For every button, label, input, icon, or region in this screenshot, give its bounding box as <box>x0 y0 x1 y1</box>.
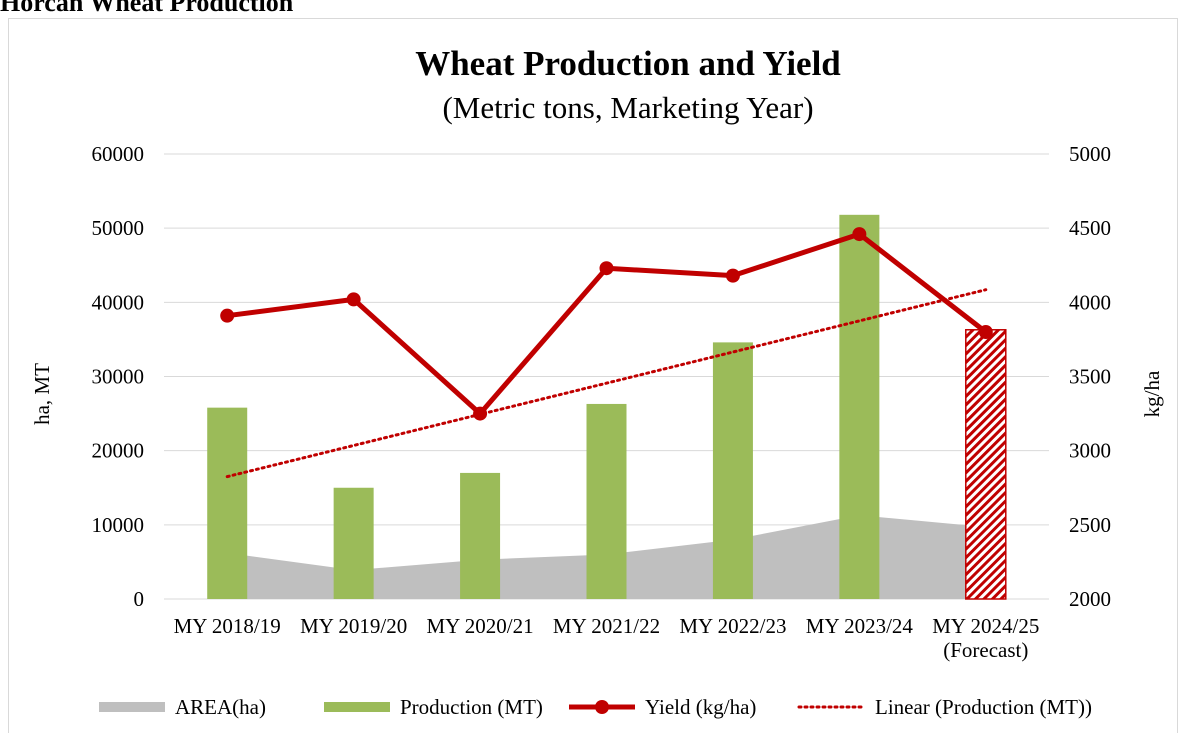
x-tick-label: (Forecast) <box>943 638 1028 662</box>
y2-tick-label: 5000 <box>1069 142 1111 166</box>
trendline-series <box>225 288 988 479</box>
legend-label: AREA(ha) <box>175 695 266 719</box>
legend-item: AREA(ha) <box>99 695 266 719</box>
yield-marker <box>473 406 488 421</box>
chart-frame: Wheat Production and Yield (Metric tons,… <box>8 18 1178 733</box>
y-tick-label: 0 <box>134 587 145 611</box>
yield-marker <box>346 292 361 307</box>
legend-item: Linear (Production (MT)) <box>797 695 1092 719</box>
chart-title: Wheat Production and Yield <box>415 44 841 83</box>
legend-label: Yield (kg/ha) <box>645 695 756 719</box>
y-tick-label: 30000 <box>92 365 145 389</box>
production-bar <box>839 214 880 600</box>
x-tick-label: MY 2022/23 <box>679 614 786 638</box>
legend-item: Yield (kg/ha) <box>569 695 756 719</box>
bar-series <box>207 214 1007 600</box>
yield-marker <box>220 308 235 323</box>
y2-tick-label: 2500 <box>1069 513 1111 537</box>
x-tick-label: MY 2021/22 <box>553 614 660 638</box>
production-bar <box>460 472 501 599</box>
x-axis-labels: MY 2018/19 MY 2019/20 MY 2020/21 MY 2021/22… <box>174 614 1040 662</box>
chart-subtitle: (Metric tons, Marketing Year) <box>442 90 813 125</box>
production-bar <box>333 487 374 599</box>
yield-marker <box>725 268 740 283</box>
legend-swatch-marker <box>595 700 609 714</box>
y-tick-label: 50000 <box>92 216 145 240</box>
y2-tick-label: 3000 <box>1069 439 1111 463</box>
y2-tick-label: 2000 <box>1069 587 1111 611</box>
trendline <box>225 288 988 479</box>
x-tick-label: MY 2023/24 <box>806 614 914 638</box>
yield-series <box>220 227 993 421</box>
production-bar-forecast <box>965 329 1007 600</box>
legend-label: Linear (Production (MT)) <box>875 695 1092 719</box>
x-tick-label: MY 2018/19 <box>174 614 281 638</box>
right-axis-ticks: 2000 2500 3000 3500 4000 4500 5000 <box>1069 142 1111 611</box>
wheat-chart: Wheat Production and Yield (Metric tons,… <box>30 44 1164 719</box>
y-tick-label: 60000 <box>92 142 145 166</box>
y-tick-label: 10000 <box>92 513 145 537</box>
left-axis-ticks: 0 10000 20000 30000 40000 50000 60000 <box>92 142 145 611</box>
yield-marker <box>599 261 614 276</box>
y-tick-label: 20000 <box>92 439 145 463</box>
production-bar <box>712 342 753 599</box>
x-tick-label: MY 2024/25 <box>932 614 1039 638</box>
y-tick-label: 40000 <box>92 290 145 314</box>
x-tick-label: MY 2019/20 <box>300 614 407 638</box>
yield-marker <box>852 227 867 242</box>
x-tick-label: MY 2020/21 <box>426 614 533 638</box>
production-bar <box>207 407 248 599</box>
production-bar <box>586 403 627 599</box>
y2-axis-title: kg/ha <box>1140 370 1164 417</box>
legend-swatch-area <box>99 702 165 712</box>
legend-item: Production (MT) <box>324 695 543 719</box>
y-axis-title: ha, MT <box>30 363 54 425</box>
legend: AREA(ha) Production (MT) Yield (kg/ha) Line… <box>99 695 1092 719</box>
legend-label: Production (MT) <box>400 695 543 719</box>
page-heading: Horcan Wheat Production <box>0 0 294 17</box>
y2-tick-label: 4500 <box>1069 216 1111 240</box>
yield-marker <box>978 325 993 339</box>
y2-tick-label: 4000 <box>1069 290 1111 314</box>
y2-tick-label: 3500 <box>1069 365 1111 389</box>
legend-swatch-bar <box>324 702 390 712</box>
